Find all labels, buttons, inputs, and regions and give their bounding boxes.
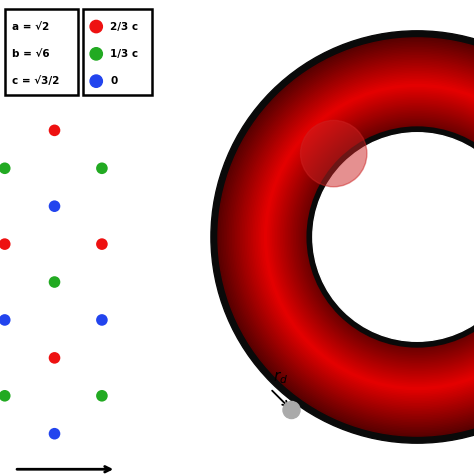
Circle shape bbox=[281, 100, 474, 374]
Point bbox=[51, 354, 58, 362]
Text: 1/3 c: 1/3 c bbox=[110, 49, 138, 59]
Circle shape bbox=[252, 72, 474, 402]
Point bbox=[1, 240, 9, 248]
Circle shape bbox=[90, 48, 102, 60]
Point bbox=[1, 316, 9, 324]
Circle shape bbox=[283, 401, 300, 419]
Point bbox=[51, 202, 58, 210]
Bar bbox=[5, 9, 78, 95]
Point bbox=[1, 164, 9, 172]
Circle shape bbox=[223, 43, 474, 431]
Circle shape bbox=[276, 96, 474, 378]
Circle shape bbox=[311, 131, 474, 343]
Circle shape bbox=[285, 105, 474, 369]
Circle shape bbox=[268, 88, 474, 386]
Circle shape bbox=[277, 97, 474, 377]
Circle shape bbox=[310, 129, 474, 345]
Circle shape bbox=[237, 57, 474, 417]
Circle shape bbox=[301, 120, 367, 187]
Point bbox=[1, 392, 9, 400]
Circle shape bbox=[256, 76, 474, 398]
Point bbox=[51, 430, 58, 438]
Circle shape bbox=[283, 102, 474, 372]
Circle shape bbox=[264, 84, 474, 390]
Circle shape bbox=[248, 68, 474, 406]
Text: c = √3/2: c = √3/2 bbox=[12, 76, 59, 86]
Circle shape bbox=[266, 86, 474, 388]
Circle shape bbox=[236, 55, 474, 419]
Circle shape bbox=[292, 112, 474, 362]
Circle shape bbox=[271, 91, 474, 383]
Circle shape bbox=[303, 123, 474, 351]
Circle shape bbox=[279, 99, 474, 375]
Circle shape bbox=[254, 73, 474, 401]
Text: a = √2: a = √2 bbox=[12, 21, 49, 32]
Text: 0: 0 bbox=[110, 76, 118, 86]
Circle shape bbox=[233, 53, 474, 421]
Circle shape bbox=[263, 83, 474, 391]
Circle shape bbox=[240, 60, 474, 414]
Point bbox=[51, 127, 58, 134]
Circle shape bbox=[291, 110, 474, 364]
Circle shape bbox=[306, 126, 474, 348]
Circle shape bbox=[258, 78, 474, 396]
Circle shape bbox=[273, 92, 474, 382]
Circle shape bbox=[234, 54, 474, 420]
Circle shape bbox=[211, 31, 474, 443]
Circle shape bbox=[218, 38, 474, 436]
Circle shape bbox=[246, 65, 474, 409]
Circle shape bbox=[307, 127, 474, 347]
Circle shape bbox=[250, 70, 474, 404]
Text: $r_d$: $r_d$ bbox=[273, 370, 288, 386]
Circle shape bbox=[269, 89, 474, 385]
Circle shape bbox=[90, 75, 102, 87]
Circle shape bbox=[221, 41, 474, 433]
Circle shape bbox=[289, 109, 474, 365]
Circle shape bbox=[255, 75, 474, 399]
Circle shape bbox=[239, 59, 474, 415]
Circle shape bbox=[228, 47, 474, 427]
Circle shape bbox=[231, 51, 474, 423]
Circle shape bbox=[229, 49, 474, 425]
Point bbox=[98, 392, 106, 400]
Circle shape bbox=[287, 107, 474, 367]
Circle shape bbox=[274, 94, 474, 380]
Bar bbox=[83, 9, 152, 95]
Circle shape bbox=[298, 118, 474, 356]
Point bbox=[98, 240, 106, 248]
Circle shape bbox=[247, 67, 474, 407]
Circle shape bbox=[297, 117, 474, 357]
Circle shape bbox=[293, 113, 474, 361]
Circle shape bbox=[262, 82, 474, 392]
Circle shape bbox=[308, 128, 474, 346]
Circle shape bbox=[301, 121, 474, 353]
Circle shape bbox=[313, 133, 474, 341]
Circle shape bbox=[219, 39, 474, 435]
Circle shape bbox=[260, 80, 474, 394]
Point bbox=[51, 278, 58, 286]
Circle shape bbox=[284, 104, 474, 370]
Circle shape bbox=[90, 20, 102, 33]
Point bbox=[98, 316, 106, 324]
Circle shape bbox=[305, 125, 474, 349]
Text: 2/3 c: 2/3 c bbox=[110, 21, 138, 32]
Circle shape bbox=[242, 62, 474, 412]
Text: b = √6: b = √6 bbox=[12, 49, 49, 59]
Circle shape bbox=[225, 45, 474, 429]
Circle shape bbox=[226, 46, 474, 428]
Circle shape bbox=[295, 115, 474, 359]
Point bbox=[98, 164, 106, 172]
Circle shape bbox=[300, 120, 474, 354]
Circle shape bbox=[313, 133, 474, 341]
Circle shape bbox=[244, 64, 474, 410]
